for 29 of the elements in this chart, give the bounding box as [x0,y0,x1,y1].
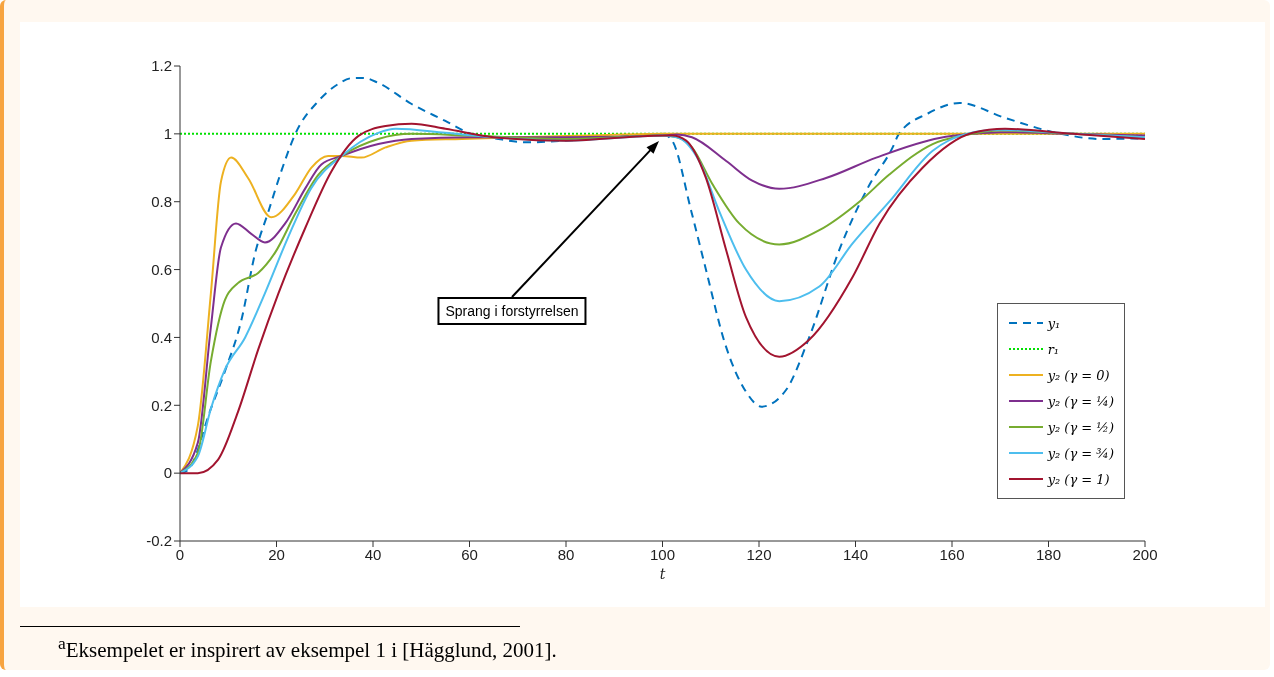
legend-label: y₂ (γ = 0) [1047,367,1110,383]
y-tick-label: 0.8 [151,193,172,211]
x-tick-label: 0 [175,545,185,563]
legend-label: y₁ [1047,315,1061,331]
x-tick-label: 40 [364,545,382,563]
x-tick-label: 160 [939,545,965,563]
legend-label: y₂ (γ = ½) [1047,419,1114,435]
x-tick-label: 80 [557,545,575,563]
y-tick-label: 1 [163,125,172,143]
y-tick-label: 0.2 [151,396,172,414]
x-tick-label: 100 [649,545,676,563]
legend-label: y₂ (γ = 1) [1047,471,1110,487]
x-tick-label: 180 [1035,545,1062,563]
x-axis-title: t [659,566,666,582]
x-tick-label: 200 [1132,545,1158,563]
y-tick-label: 1.2 [151,57,172,75]
x-tick-label: 140 [842,545,869,563]
annotation: Sprang i forstyrrelsen [437,297,587,325]
legend-label: r₁ [1047,341,1060,357]
legend-label: y₂ (γ = ¼) [1047,393,1114,409]
legend-label: y₂ (γ = ¾) [1047,445,1114,461]
x-tick-label: 60 [461,545,478,563]
y-tick-label: 0.4 [151,328,172,346]
y-tick-label: 0.6 [151,260,172,278]
x-tick-label: 20 [268,545,285,563]
x-tick-label: 120 [746,545,772,563]
y-tick-label: 0 [163,464,172,482]
y-tick-label: -0.2 [146,532,172,550]
text: $^{a}$Eksempelet er inspirert av eksempel 1 i [Hägglund, 2001]. [58,633,557,663]
